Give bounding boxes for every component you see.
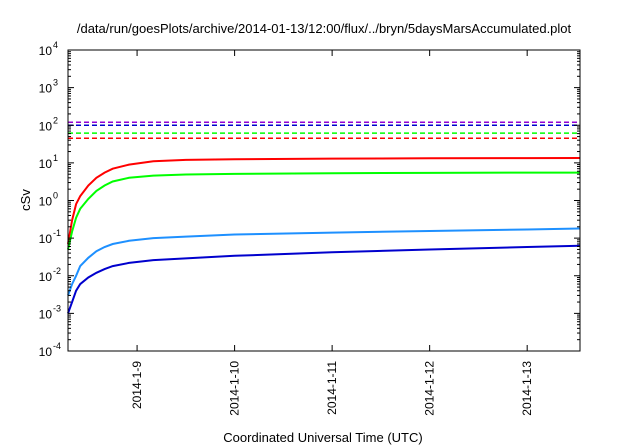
chart-title: /data/run/goesPlots/archive/2014-01-13/1… xyxy=(77,21,572,36)
x-tick-label: 2014-1-13 xyxy=(520,361,534,416)
y-tick-label: 10 xyxy=(39,307,53,321)
y-tick-label: 10 xyxy=(39,232,53,246)
y-tick-label: 10 xyxy=(39,195,53,209)
x-tick-label: 2014-1-10 xyxy=(228,361,242,416)
x-tick-label: 2014-1-11 xyxy=(325,361,339,415)
y-tick-exponent: -3 xyxy=(53,303,61,313)
plot-frame xyxy=(67,49,581,352)
x-axis-label: Coordinated Universal Time (UTC) xyxy=(223,430,422,445)
x-tick-label: 2014-1-12 xyxy=(423,361,437,416)
y-tick-exponent: 0 xyxy=(53,191,58,201)
y-tick-label: 10 xyxy=(39,345,53,359)
plot-area xyxy=(67,121,581,314)
y-tick-exponent: 3 xyxy=(53,78,58,88)
y-tick-exponent: 1 xyxy=(53,153,58,163)
y-tick-exponent: 4 xyxy=(53,40,58,50)
series-line-3 xyxy=(67,227,581,296)
series-line-2 xyxy=(67,171,580,250)
x-tick-label: 2014-1-9 xyxy=(130,361,144,409)
y-tick-label: 10 xyxy=(39,157,53,171)
y-tick-exponent: -1 xyxy=(53,228,61,238)
y-tick-exponent: -4 xyxy=(53,341,61,351)
series-line-1 xyxy=(67,157,581,245)
y-tick-label: 10 xyxy=(39,270,53,284)
y-tick-label: 10 xyxy=(39,119,53,133)
y-tick-exponent: 2 xyxy=(53,115,58,125)
y-axis-label: cSv xyxy=(18,189,33,211)
y-tick-exponent: -2 xyxy=(53,266,61,276)
y-tick-label: 10 xyxy=(39,82,53,96)
x-axis: 2014-1-9 2014-1-10 2014-1-11 2014-1-12 2014-… xyxy=(130,50,534,416)
series-line-4 xyxy=(67,244,581,314)
y-tick-label: 10 xyxy=(39,44,53,58)
